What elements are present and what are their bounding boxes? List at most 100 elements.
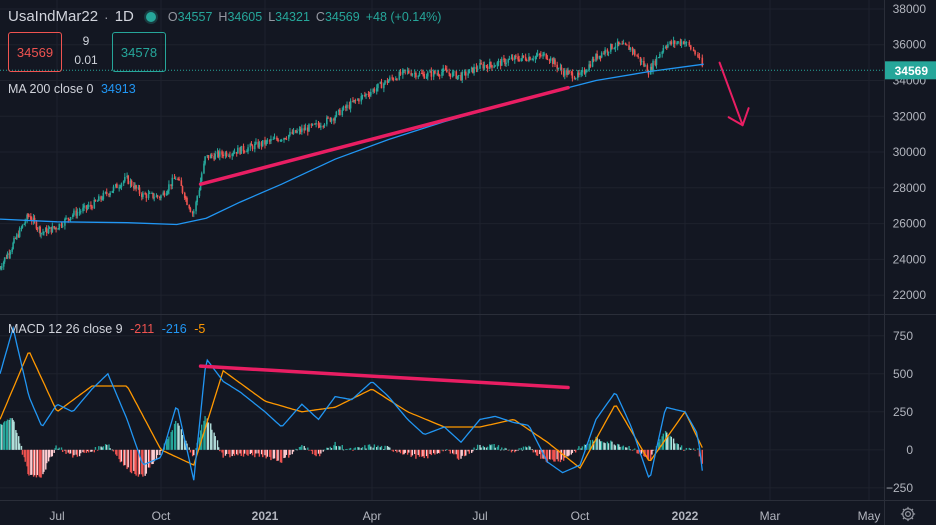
buy-button[interactable]: 34578 <box>112 32 166 72</box>
macd-histogram-bar <box>342 449 345 451</box>
macd-histogram-bar <box>600 441 603 450</box>
ma-200-line[interactable] <box>0 63 704 226</box>
candle-body <box>134 185 136 189</box>
candle-body <box>285 138 288 140</box>
macd-histogram-bar <box>214 436 216 450</box>
macd-histogram-bar <box>273 449 276 459</box>
macd-histogram-bar <box>556 449 558 460</box>
macd-histogram-bar <box>68 449 71 454</box>
candle-body <box>122 181 125 184</box>
sell-button[interactable]: 34569 <box>8 32 62 72</box>
macd-histogram-bar <box>269 449 271 457</box>
spread-bottom: 0.01 <box>74 53 98 67</box>
gear-icon[interactable] <box>899 505 917 523</box>
candle-body <box>479 62 481 69</box>
macd-histogram-bar <box>38 449 40 477</box>
candle-body <box>45 228 48 234</box>
candle-body <box>592 59 595 61</box>
macd-histogram-bar <box>124 449 126 466</box>
macd-histogram-bar <box>379 447 382 450</box>
candle-body <box>93 199 96 209</box>
macd-histogram-bar <box>246 449 248 455</box>
macd-histogram-bar <box>299 446 302 450</box>
candle-body <box>82 207 84 212</box>
candle-body <box>301 128 303 132</box>
macd-signal-line[interactable] <box>0 352 703 470</box>
candle-body <box>377 83 379 89</box>
candle-body <box>631 47 634 52</box>
macd-histogram-bar <box>606 441 609 450</box>
candle-body <box>475 66 478 70</box>
candle-body <box>633 50 636 56</box>
macd-histogram-bar <box>499 449 502 451</box>
candle-body <box>100 196 102 200</box>
macd-histogram-bar <box>688 447 691 450</box>
macd-histogram-bar <box>320 449 322 454</box>
macd-histogram-bar <box>46 449 48 464</box>
macd-axis-tick: 0 <box>906 443 913 457</box>
macd-histogram-bar <box>310 449 313 451</box>
macd-histogram-bar <box>335 446 338 450</box>
macd-histogram-bar <box>23 449 25 458</box>
macd-histogram-bar <box>507 449 509 451</box>
macd-histogram-bar <box>3 421 6 450</box>
candle-body <box>51 226 54 233</box>
candle-body <box>228 155 230 157</box>
macd-histogram-bar <box>614 445 617 450</box>
macd-trendline[interactable] <box>198 364 570 390</box>
macd-histogram-bar <box>698 449 701 457</box>
candle-body <box>28 215 30 217</box>
macd-legend[interactable]: MACD 12 26 close 9 -211 -216 -5 <box>8 322 205 336</box>
candle-body <box>217 151 220 157</box>
macd-histogram-bar <box>156 449 159 456</box>
candle-body <box>53 226 55 229</box>
candle-body <box>606 49 609 53</box>
candle-body <box>664 46 667 49</box>
candle-body <box>303 128 306 131</box>
candle-body <box>36 228 39 230</box>
macd-histogram-bar <box>327 447 329 450</box>
candle-body <box>497 60 500 63</box>
candle-body <box>422 73 424 75</box>
macd-histogram-bar <box>436 449 438 454</box>
candle-body <box>54 227 56 229</box>
candle-body <box>76 212 79 216</box>
macd-histogram-bar <box>501 447 503 450</box>
macd-line[interactable] <box>0 325 703 481</box>
macd-histogram-bar <box>338 445 340 450</box>
candle-body <box>317 123 320 126</box>
macd-histogram-bar <box>232 449 235 454</box>
candle-body <box>342 106 345 111</box>
candle-body <box>429 71 431 73</box>
macd-histogram-bar <box>508 449 511 451</box>
candle-body <box>174 178 177 180</box>
macd-histogram-bar <box>697 448 699 450</box>
macd-histogram-bar <box>486 446 489 450</box>
symbol-name[interactable]: UsaIndMar22 <box>8 8 99 25</box>
macd-histogram-bar <box>167 439 169 450</box>
candle-body <box>647 71 650 75</box>
macd-histogram-bar <box>545 449 548 462</box>
candle-body <box>574 77 577 79</box>
price-axis-tick: 24000 <box>893 252 927 266</box>
candle-body <box>291 131 294 134</box>
price-trendline[interactable] <box>198 85 570 186</box>
candle-body <box>588 64 590 71</box>
candle-body <box>185 197 187 199</box>
macd-histogram-bar <box>463 449 466 457</box>
macd-histogram-bar <box>317 449 320 454</box>
macd-histogram-bar <box>285 449 288 455</box>
macd-histogram-bar <box>552 449 554 460</box>
macd-histogram-bar <box>30 449 32 475</box>
macd-histogram-bar <box>383 448 385 450</box>
timeframe-label[interactable]: 1D <box>114 8 134 25</box>
candle-body <box>437 73 440 76</box>
candle-body <box>26 214 28 222</box>
macd-histogram-bar <box>473 447 475 450</box>
candle-body <box>434 70 436 74</box>
candle-body <box>628 45 630 50</box>
ma-legend[interactable]: MA 200 close 0 34913 <box>8 82 136 96</box>
arrow-down-right-icon[interactable] <box>718 61 750 127</box>
